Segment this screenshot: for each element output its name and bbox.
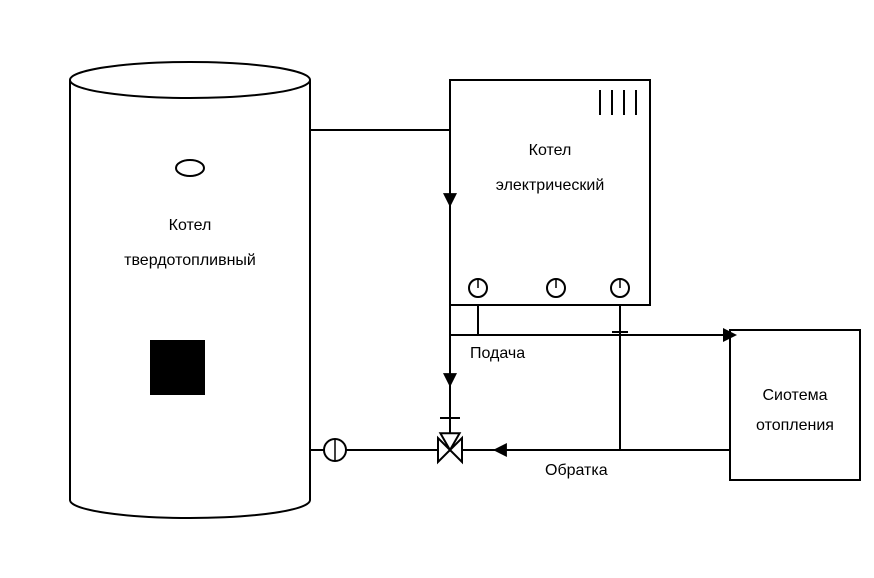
three-way-valve-icon xyxy=(438,418,730,462)
solid-fuel-boiler: Котел твердотопливный xyxy=(70,62,310,518)
heating-system-body xyxy=(730,330,860,480)
supply-label: Подача xyxy=(470,345,525,362)
firebox-icon xyxy=(150,340,205,395)
cylinder-top xyxy=(70,62,310,98)
cylinder-body xyxy=(70,80,310,518)
heating-system-label: Сиотема xyxy=(763,387,828,404)
electric-boiler-label: электрический xyxy=(496,177,605,194)
heating-system: Сиотема отопления xyxy=(730,330,860,480)
solid-fuel-boiler-label: Котел xyxy=(169,217,212,234)
heating-schematic: Котел твердотопливный Котел электрически… xyxy=(0,0,874,578)
return-label: Обратка xyxy=(545,462,608,479)
pump-icon xyxy=(324,439,346,461)
heating-system-label: отопления xyxy=(756,417,834,434)
electric-boiler-label: Котел xyxy=(529,142,572,159)
electric-boiler: Котел электрический xyxy=(450,80,650,305)
port-icon xyxy=(176,160,204,176)
solid-fuel-boiler-label: твердотопливный xyxy=(124,252,256,269)
